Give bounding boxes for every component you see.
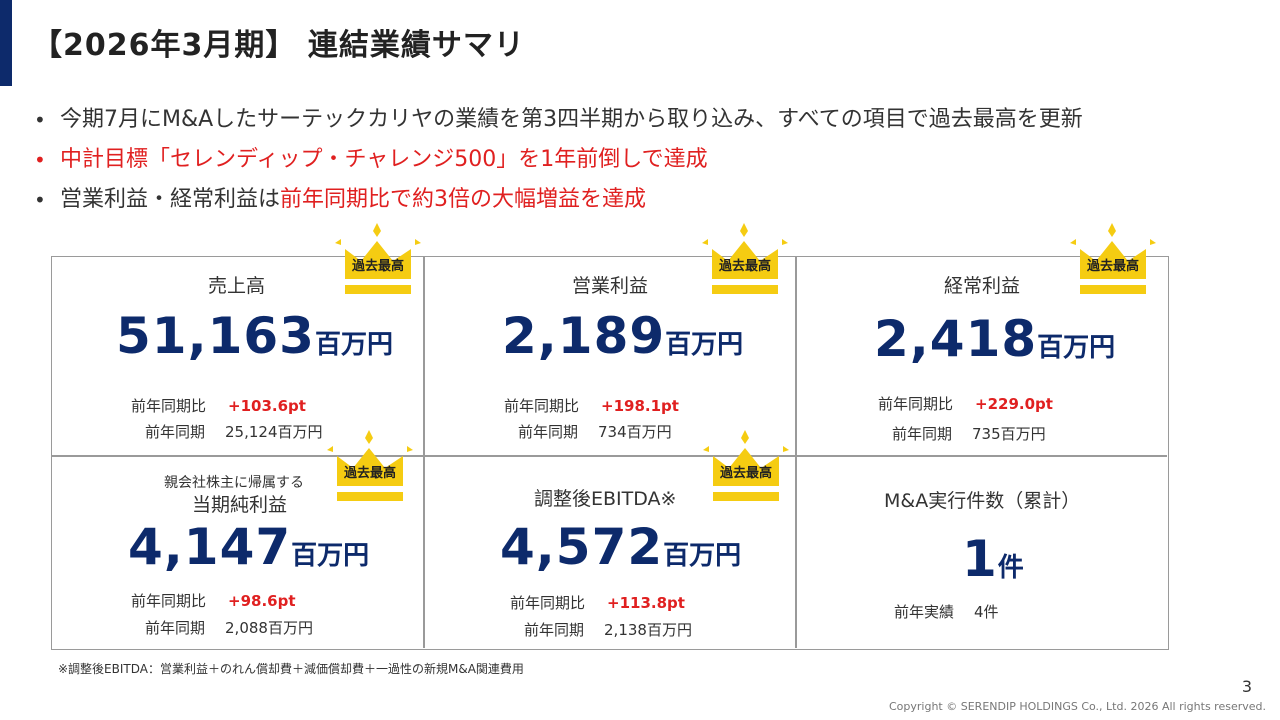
record-high-label: 過去最高 [718,259,771,274]
grid-divider [795,257,797,648]
bullet-list: • 今期7月にM&Aしたサーテックカリヤの業績を第3四半期から取り込み、すべての… [34,100,1083,220]
prior-value: 734百万円 [598,423,672,441]
crown-icon [1070,223,1156,294]
metric-label: 当期純利益 [192,494,288,516]
title-accent-bar [0,0,12,86]
metric-value: 51,163百万円 [116,307,393,365]
prior-row: 前年同期 734百万円 [518,421,672,442]
metric-card-ma-count: M&A実行件数（累計） 1件 前年実績 4件 [796,456,1167,648]
prior-row: 前年同期 25,124百万円 [145,421,323,442]
record-high-label: 過去最高 [719,466,772,481]
bullet-text: 営業利益・経常利益は [60,187,281,212]
metric-unit: 百万円 [291,541,370,571]
prior-row: 前年同期 735百万円 [892,423,1046,444]
bullet-text: 今期7月にM&Aしたサーテックカリヤの業績を第3四半期から取り込み、すべての項目… [60,107,1083,132]
yoy-value: +229.0pt [975,395,1053,413]
bullet-highlight-text: 前年同期比で約3倍の大幅増益を達成 [280,187,647,212]
yoy-row: 前年同期比 +198.1pt [504,395,679,416]
bullet-item: • 今期7月にM&Aしたサーテックカリヤの業績を第3四半期から取り込み、すべての… [34,100,1083,140]
record-high-badge: 過去最高 [325,430,415,506]
metric-value: 1件 [962,530,1024,588]
prior-row: 前年同期 2,088百万円 [145,617,313,638]
metric-unit: 百万円 [665,330,744,360]
metric-unit: 件 [997,553,1024,583]
bullet-text: 中計目標「セレンディップ・チャレンジ500」を1年前倒しで達成 [60,147,708,172]
record-high-badge: 過去最高 [700,223,790,299]
prior-value: 4件 [974,603,999,621]
record-high-label: 過去最高 [343,466,396,481]
yoy-value: +113.8pt [607,594,685,612]
prior-value: 735百万円 [972,425,1046,443]
prior-label: 前年実績 [894,603,955,621]
crown-icon [335,223,421,294]
metric-label: 調整後EBITDA※ [534,488,677,510]
metric-card-ordinary-profit: 経常利益 2,418百万円 前年同期比 +229.0pt 前年同期 735百万円 [796,257,1167,455]
metric-sublabel: 親会社株主に帰属する [164,475,304,491]
metric-number: 4,147 [128,518,292,576]
metric-card-net-income: 親会社株主に帰属する 当期純利益 4,147百万円 前年同期比 +98.6pt 前… [52,456,423,648]
record-high-badge: 過去最高 [701,430,791,506]
metric-card-sales: 売上高 51,163百万円 前年同期比 +103.6pt 前年同期 25,124百万… [52,257,423,455]
crown-icon [327,430,413,501]
crown-icon [703,430,789,501]
prior-label: 前年同期 [892,425,953,443]
metric-card-operating-profit: 営業利益 2,189百万円 前年同期比 +198.1pt 前年同期 734百万円 [424,257,795,455]
yoy-label: 前年同期比 [131,397,207,415]
metric-label: M&A実行件数（累計） [884,490,1081,512]
metric-card-adjusted-ebitda: 調整後EBITDA※ 4,572百万円 前年同期比 +113.8pt 前年同期 2,… [424,456,795,648]
yoy-label: 前年同期比 [510,594,586,612]
bullet-dot-icon: • [34,108,46,132]
prior-label: 前年同期 [145,423,206,441]
metric-number: 2,418 [874,310,1038,368]
bullet-dot-icon: • [34,188,46,212]
prior-row: 前年実績 4件 [894,601,999,622]
metric-unit: 百万円 [663,541,742,571]
prior-value: 2,138百万円 [604,621,692,639]
metric-label: 営業利益 [572,275,649,297]
yoy-value: +103.6pt [228,397,306,415]
yoy-label: 前年同期比 [878,395,954,413]
record-high-label: 過去最高 [1086,259,1139,274]
yoy-value: +98.6pt [228,592,296,610]
prior-value: 2,088百万円 [225,619,313,637]
prior-row: 前年同期 2,138百万円 [524,619,692,640]
metrics-grid: 売上高 51,163百万円 前年同期比 +103.6pt 前年同期 25,124百万… [51,256,1169,650]
yoy-label: 前年同期比 [504,397,580,415]
grid-divider [423,257,425,648]
metric-label: 経常利益 [944,275,1021,297]
metric-number: 51,163 [116,307,315,365]
metric-unit: 百万円 [314,330,393,360]
prior-value: 25,124百万円 [225,423,323,441]
yoy-value: +198.1pt [601,397,679,415]
yoy-row: 前年同期比 +103.6pt [131,395,306,416]
crown-icon [702,223,788,294]
record-high-badge: 過去最高 [1068,223,1158,299]
metric-label: 売上高 [208,275,266,297]
metric-value: 2,418百万円 [874,310,1115,368]
prior-label: 前年同期 [518,423,579,441]
yoy-row: 前年同期比 +98.6pt [131,590,296,611]
bullet-item: • 営業利益・経常利益は前年同期比で約3倍の大幅増益を達成 [34,180,1083,220]
metric-number: 1 [962,530,998,588]
yoy-row: 前年同期比 +229.0pt [878,393,1053,414]
page-title: 【2026年3月期】 連結業績サマリ [32,28,525,63]
prior-label: 前年同期 [524,621,585,639]
footnote: ※調整後EBITDA：営業利益＋のれん償却費＋減価償却費＋一過性の新規M&A関連… [58,662,524,676]
metric-number: 2,189 [502,307,666,365]
metric-value: 4,147百万円 [128,518,369,576]
metric-unit: 百万円 [1037,333,1116,363]
bullet-item: • 中計目標「セレンディップ・チャレンジ500」を1年前倒しで達成 [34,140,1083,180]
record-high-badge: 過去最高 [333,223,423,299]
yoy-label: 前年同期比 [131,592,207,610]
record-high-label: 過去最高 [351,259,404,274]
bullet-dot-icon: • [34,148,46,172]
grid-divider [52,455,1167,457]
prior-label: 前年同期 [145,619,206,637]
page-number: 3 [1241,677,1252,696]
metric-value: 2,189百万円 [502,307,743,365]
yoy-row: 前年同期比 +113.8pt [510,592,685,613]
copyright-notice: Copyright © SERENDIP HOLDINGS Co., Ltd. … [889,700,1266,713]
metric-number: 4,572 [500,518,664,576]
metric-value: 4,572百万円 [500,518,741,576]
